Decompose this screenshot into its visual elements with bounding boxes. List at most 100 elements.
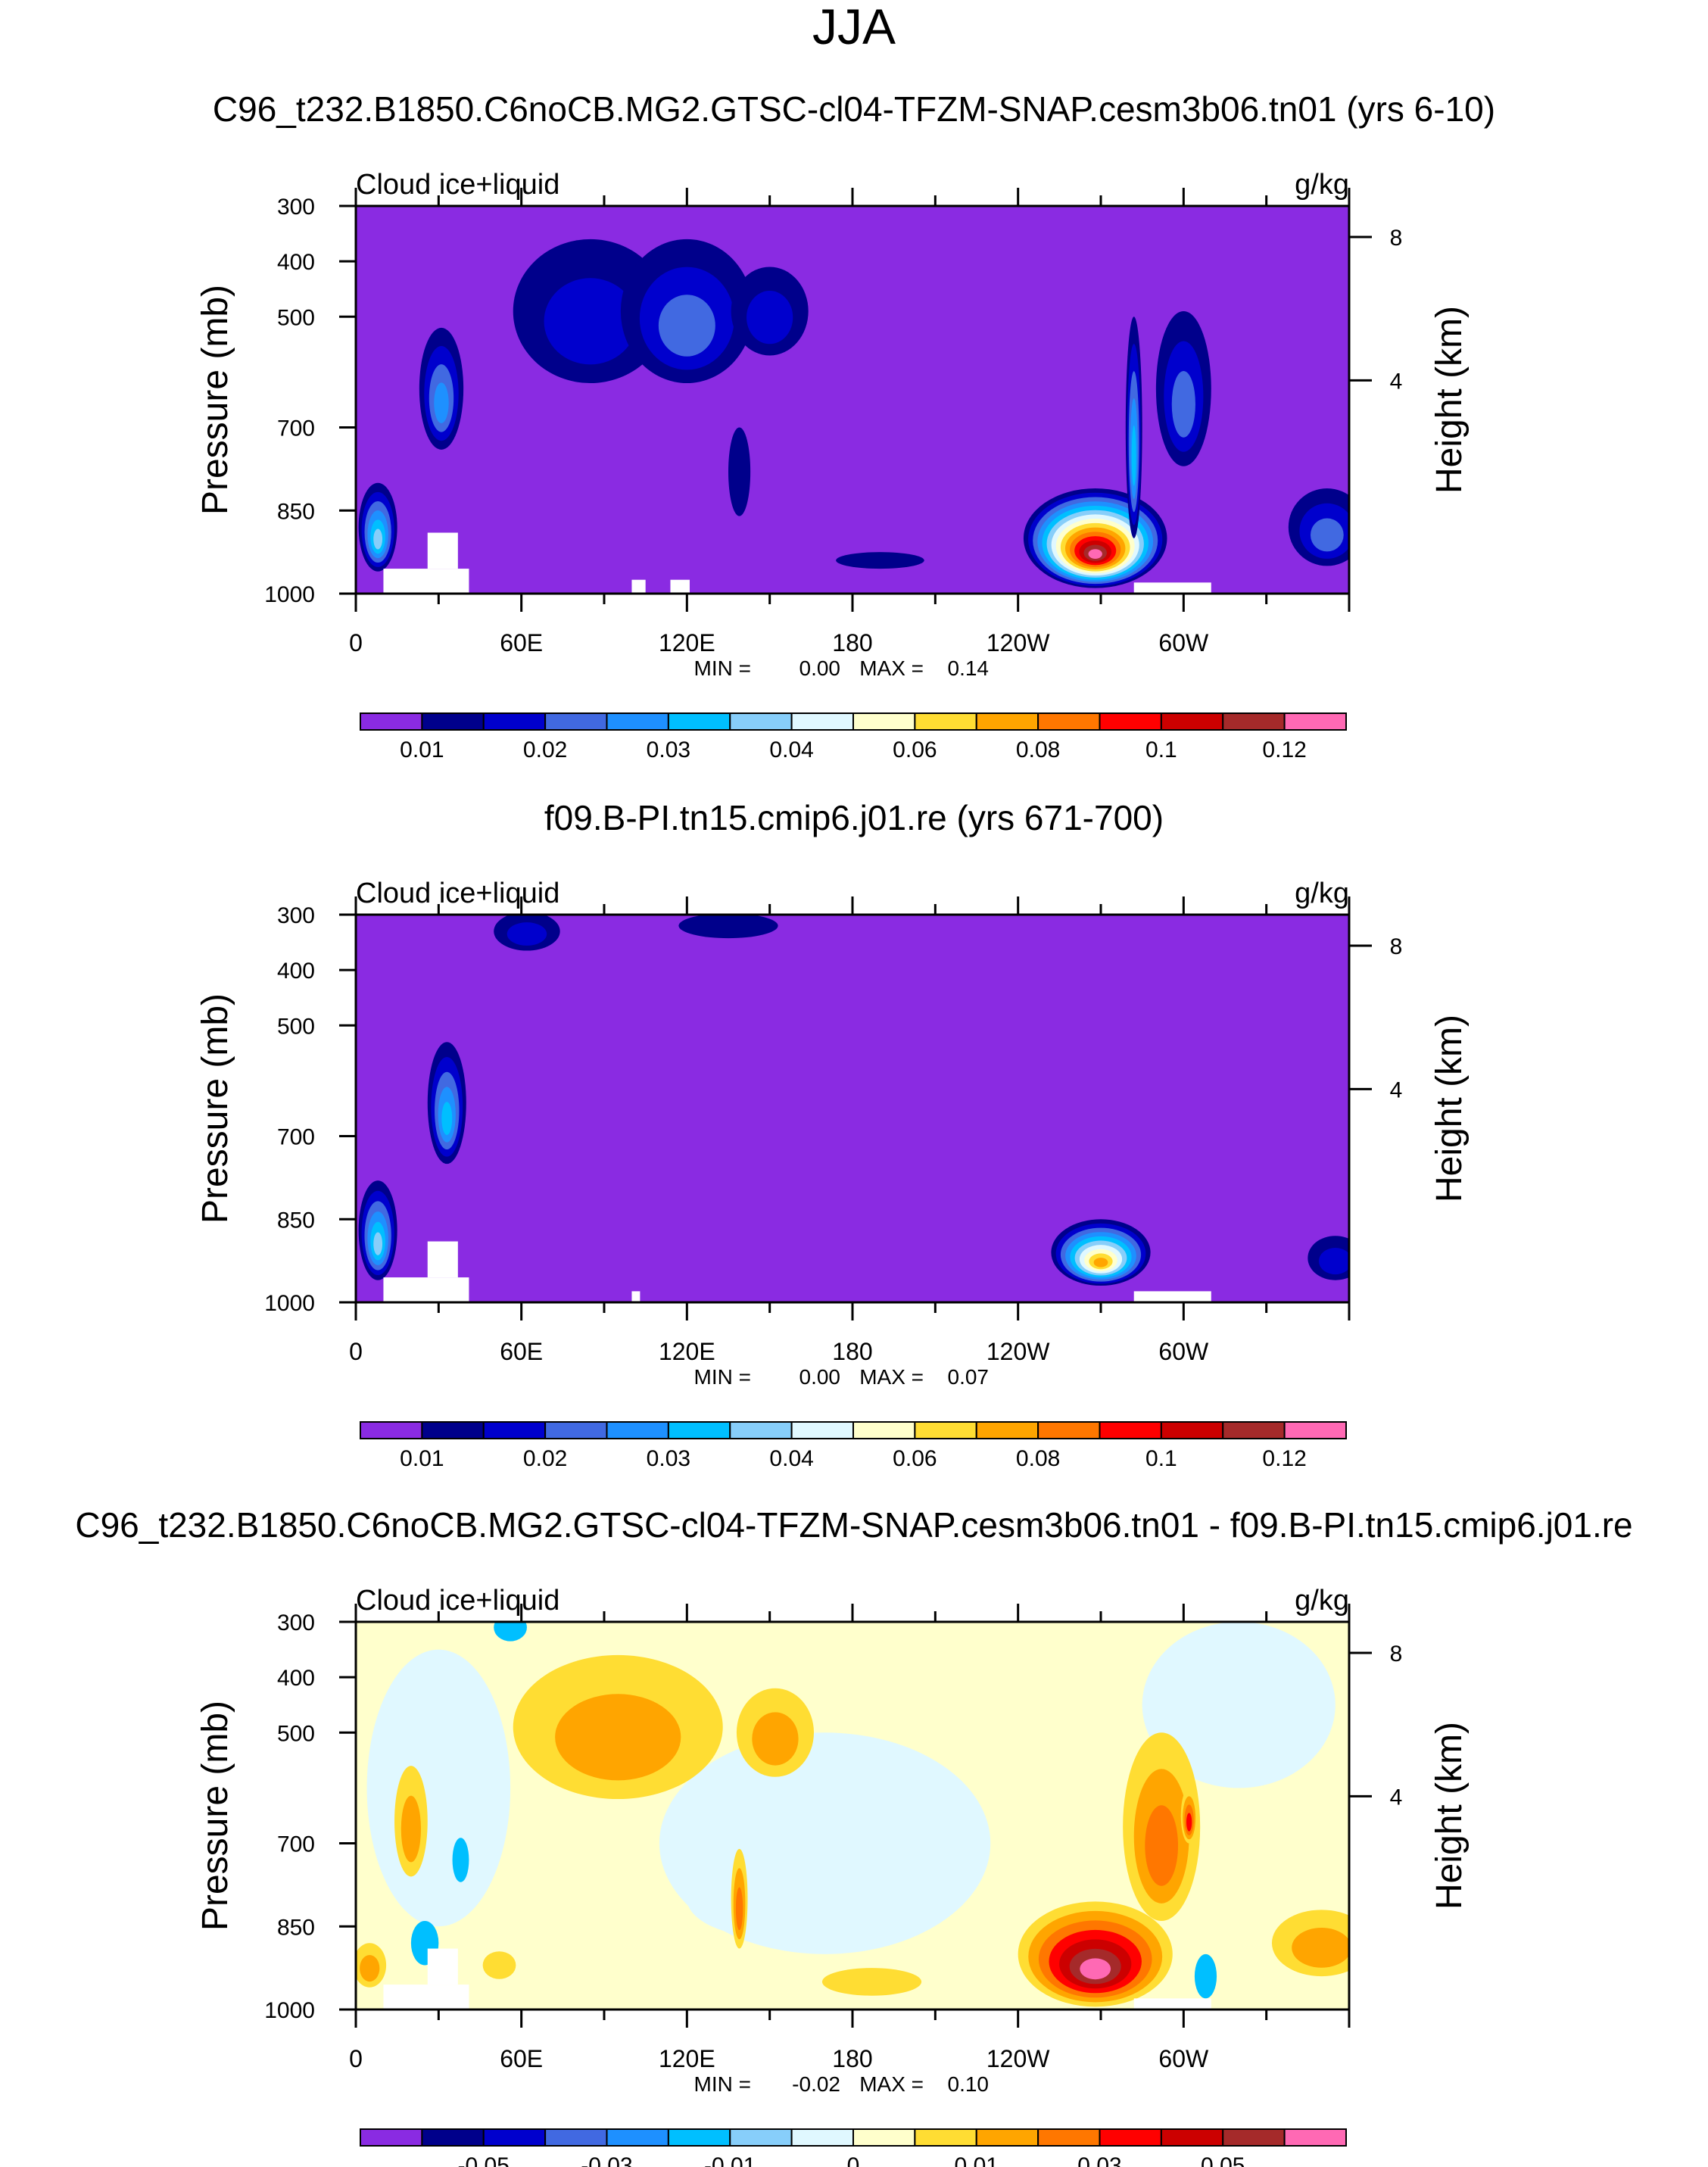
colorbar-segment (360, 712, 423, 731)
colorbar-segment (1283, 712, 1347, 731)
contour-blob (494, 1622, 527, 1642)
contour-blob (506, 922, 547, 946)
y-tick-label: 700 (277, 1125, 315, 1150)
contour-blob (658, 295, 715, 357)
colorbar-label: 0.06 (893, 1446, 937, 1471)
variable-label: Cloud ice+liquid (356, 878, 559, 909)
colorbar-segment (852, 712, 916, 731)
panel-3: C96_t232.B1850.C6noCB.MG2.GTSC-cl04-TFZM… (75, 1505, 1632, 2167)
x-tick-label: 60W (1158, 1338, 1209, 1365)
x-tick-label: 120E (659, 629, 715, 656)
contour-blob (1093, 1258, 1108, 1267)
figure-title: JJA (812, 0, 896, 55)
x-tick-label: 120E (659, 2045, 715, 2072)
colorbar-label: -0.03 (581, 2153, 632, 2167)
colorbar-segment (482, 1421, 547, 1439)
missing-data-region (427, 1241, 458, 1278)
colorbar-segment (975, 712, 1039, 731)
colorbar-segment (360, 2128, 423, 2147)
contour-blob (1186, 1813, 1192, 1832)
colorbar-segment (1037, 2128, 1101, 2147)
x-tick-label: 60E (500, 629, 543, 656)
height-tick-label: 8 (1390, 226, 1403, 251)
colorbar-label: 0.12 (1262, 737, 1306, 762)
colorbar-segment (790, 1421, 854, 1439)
max-label: MAX = (859, 656, 924, 680)
colorbar-segment (729, 1421, 793, 1439)
colorbar-segment (421, 712, 485, 731)
y-tick-label: 300 (277, 195, 315, 220)
colorbar-label: 0.08 (1016, 1446, 1060, 1471)
contour-blob (452, 1838, 469, 1882)
colorbar-segment (914, 712, 977, 731)
y-tick-label: 500 (277, 305, 315, 330)
y-tick-label: 1000 (264, 1291, 315, 1316)
contour-blob (360, 1955, 380, 1982)
y-tick-label: 850 (277, 499, 315, 524)
height-tick-label: 8 (1390, 1642, 1403, 1667)
x-tick-label: 120W (986, 629, 1050, 656)
y-tick-label: 500 (277, 1721, 315, 1746)
colorbar-segment (606, 2128, 669, 2147)
missing-data-region (427, 532, 458, 569)
contour-field (356, 915, 1349, 1302)
contour-field (356, 206, 1349, 594)
missing-data-region (670, 579, 690, 594)
panel-title: C96_t232.B1850.C6noCB.MG2.GTSC-cl04-TFZM… (75, 1505, 1632, 1545)
x-tick-label: 60W (1158, 2045, 1209, 2072)
colorbar-segment (1283, 1421, 1347, 1439)
contour-blob (441, 1102, 453, 1136)
colorbar-segment (1160, 1421, 1224, 1439)
colorbar-segment (790, 2128, 854, 2147)
x-tick-label: 120W (986, 2045, 1050, 2072)
colorbar-segment (1160, 712, 1224, 731)
contour-field (356, 1622, 1349, 2010)
x-tick-label: 60W (1158, 629, 1209, 656)
colorbar-label: 0.06 (893, 737, 937, 762)
max-label: MAX = (859, 2072, 924, 2096)
max-value: 0.14 (948, 656, 990, 680)
y-tick-label: 700 (277, 416, 315, 441)
missing-data-region (631, 579, 646, 594)
variable-label: Cloud ice+liquid (356, 169, 559, 201)
y-tick-label: 400 (277, 250, 315, 275)
colorbar-segment (852, 2128, 916, 2147)
colorbar-segment (729, 2128, 793, 2147)
contour-blob (373, 1232, 383, 1255)
missing-data-region (383, 1985, 469, 2010)
min-value: 0.00 (799, 1365, 841, 1389)
y-tick-label: 400 (277, 959, 315, 984)
colorbar-segment (1099, 1421, 1162, 1439)
y-axis-label: Pressure (mb) (195, 285, 235, 515)
colorbar-segment (1160, 2128, 1224, 2147)
y-axis-label-right: Height (km) (1429, 1015, 1470, 1202)
x-tick-label: 180 (832, 629, 872, 656)
colorbar-segment (606, 1421, 669, 1439)
colorbar-label: -0.01 (704, 2153, 756, 2167)
colorbar-label: 0.05 (1201, 2153, 1245, 2167)
colorbar-label: 0.03 (647, 737, 690, 762)
colorbar-segment (852, 1421, 916, 1439)
panel-2: f09.B-PI.tn15.cmip6.j01.re (yrs 671-700)… (195, 798, 1470, 1471)
colorbar-segment (667, 1421, 731, 1439)
colorbar-segment (790, 712, 854, 731)
y-tick-label: 400 (277, 1666, 315, 1691)
contour-blob (728, 427, 751, 516)
colorbar-segment (1037, 1421, 1101, 1439)
colorbar-segment (1099, 712, 1162, 731)
colorbar-segment (1222, 712, 1286, 731)
min-label: MIN = (694, 1365, 751, 1389)
missing-data-region (1133, 1998, 1211, 2010)
y-axis-label: Pressure (mb) (195, 1701, 235, 1931)
contour-blob (752, 1712, 799, 1766)
x-tick-label: 0 (349, 1338, 363, 1365)
colorbar-label: 0.01 (400, 1446, 444, 1471)
y-tick-label: 300 (277, 1610, 315, 1635)
contour-blob (1142, 1622, 1336, 1788)
colorbar-label: 0 (847, 2153, 860, 2167)
y-axis-label: Pressure (mb) (195, 993, 235, 1224)
missing-data-region (383, 1277, 469, 1302)
y-tick-label: 500 (277, 1014, 315, 1039)
contour-blob (735, 1887, 743, 1931)
variable-label: Cloud ice+liquid (356, 1585, 559, 1617)
